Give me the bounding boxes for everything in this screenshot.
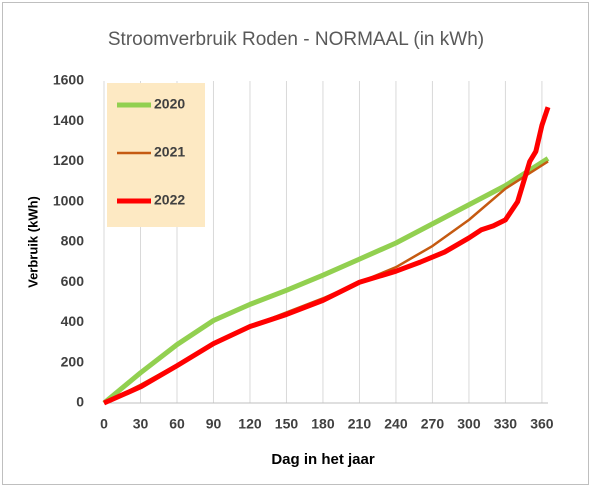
x-axis-label: Dag in het jaar: [271, 451, 375, 468]
x-tick-label: 90: [206, 416, 222, 432]
y-tick-label: 1400: [53, 112, 84, 128]
x-tick-label: 360: [530, 416, 554, 432]
y-tick-label: 800: [61, 233, 85, 249]
y-tick-label: 1600: [53, 72, 84, 88]
y-tick-label: 1000: [53, 192, 84, 208]
line-series: [102, 106, 551, 406]
x-tick-label: 210: [348, 416, 372, 432]
line-series: [102, 156, 550, 405]
x-tick-label: 330: [494, 416, 518, 432]
y-tick-label: 400: [61, 313, 85, 329]
x-tick-label: 240: [384, 416, 408, 432]
y-tick-label: 200: [61, 353, 85, 369]
x-tick-label: 30: [133, 416, 149, 432]
y-tick-label: 0: [76, 394, 84, 410]
y-axis-label: Verbruik (kWh): [25, 196, 40, 288]
legend-label: 2022: [154, 192, 185, 208]
x-tick-label: 0: [100, 416, 108, 432]
legend-label: 2021: [154, 144, 185, 160]
x-tick-label: 180: [311, 416, 335, 432]
chart-title: Stroomverbruik Roden - NORMAAL (in kWh): [108, 29, 484, 50]
x-tick-label: 60: [169, 416, 185, 432]
y-tick-label: 1200: [53, 152, 84, 168]
x-tick-label: 120: [238, 416, 262, 432]
x-tick-label: 270: [421, 416, 445, 432]
y-tick-label: 600: [61, 273, 85, 289]
x-tick-label: 300: [457, 416, 481, 432]
legend-label: 2020: [154, 96, 185, 112]
x-tick-label: 150: [275, 416, 299, 432]
